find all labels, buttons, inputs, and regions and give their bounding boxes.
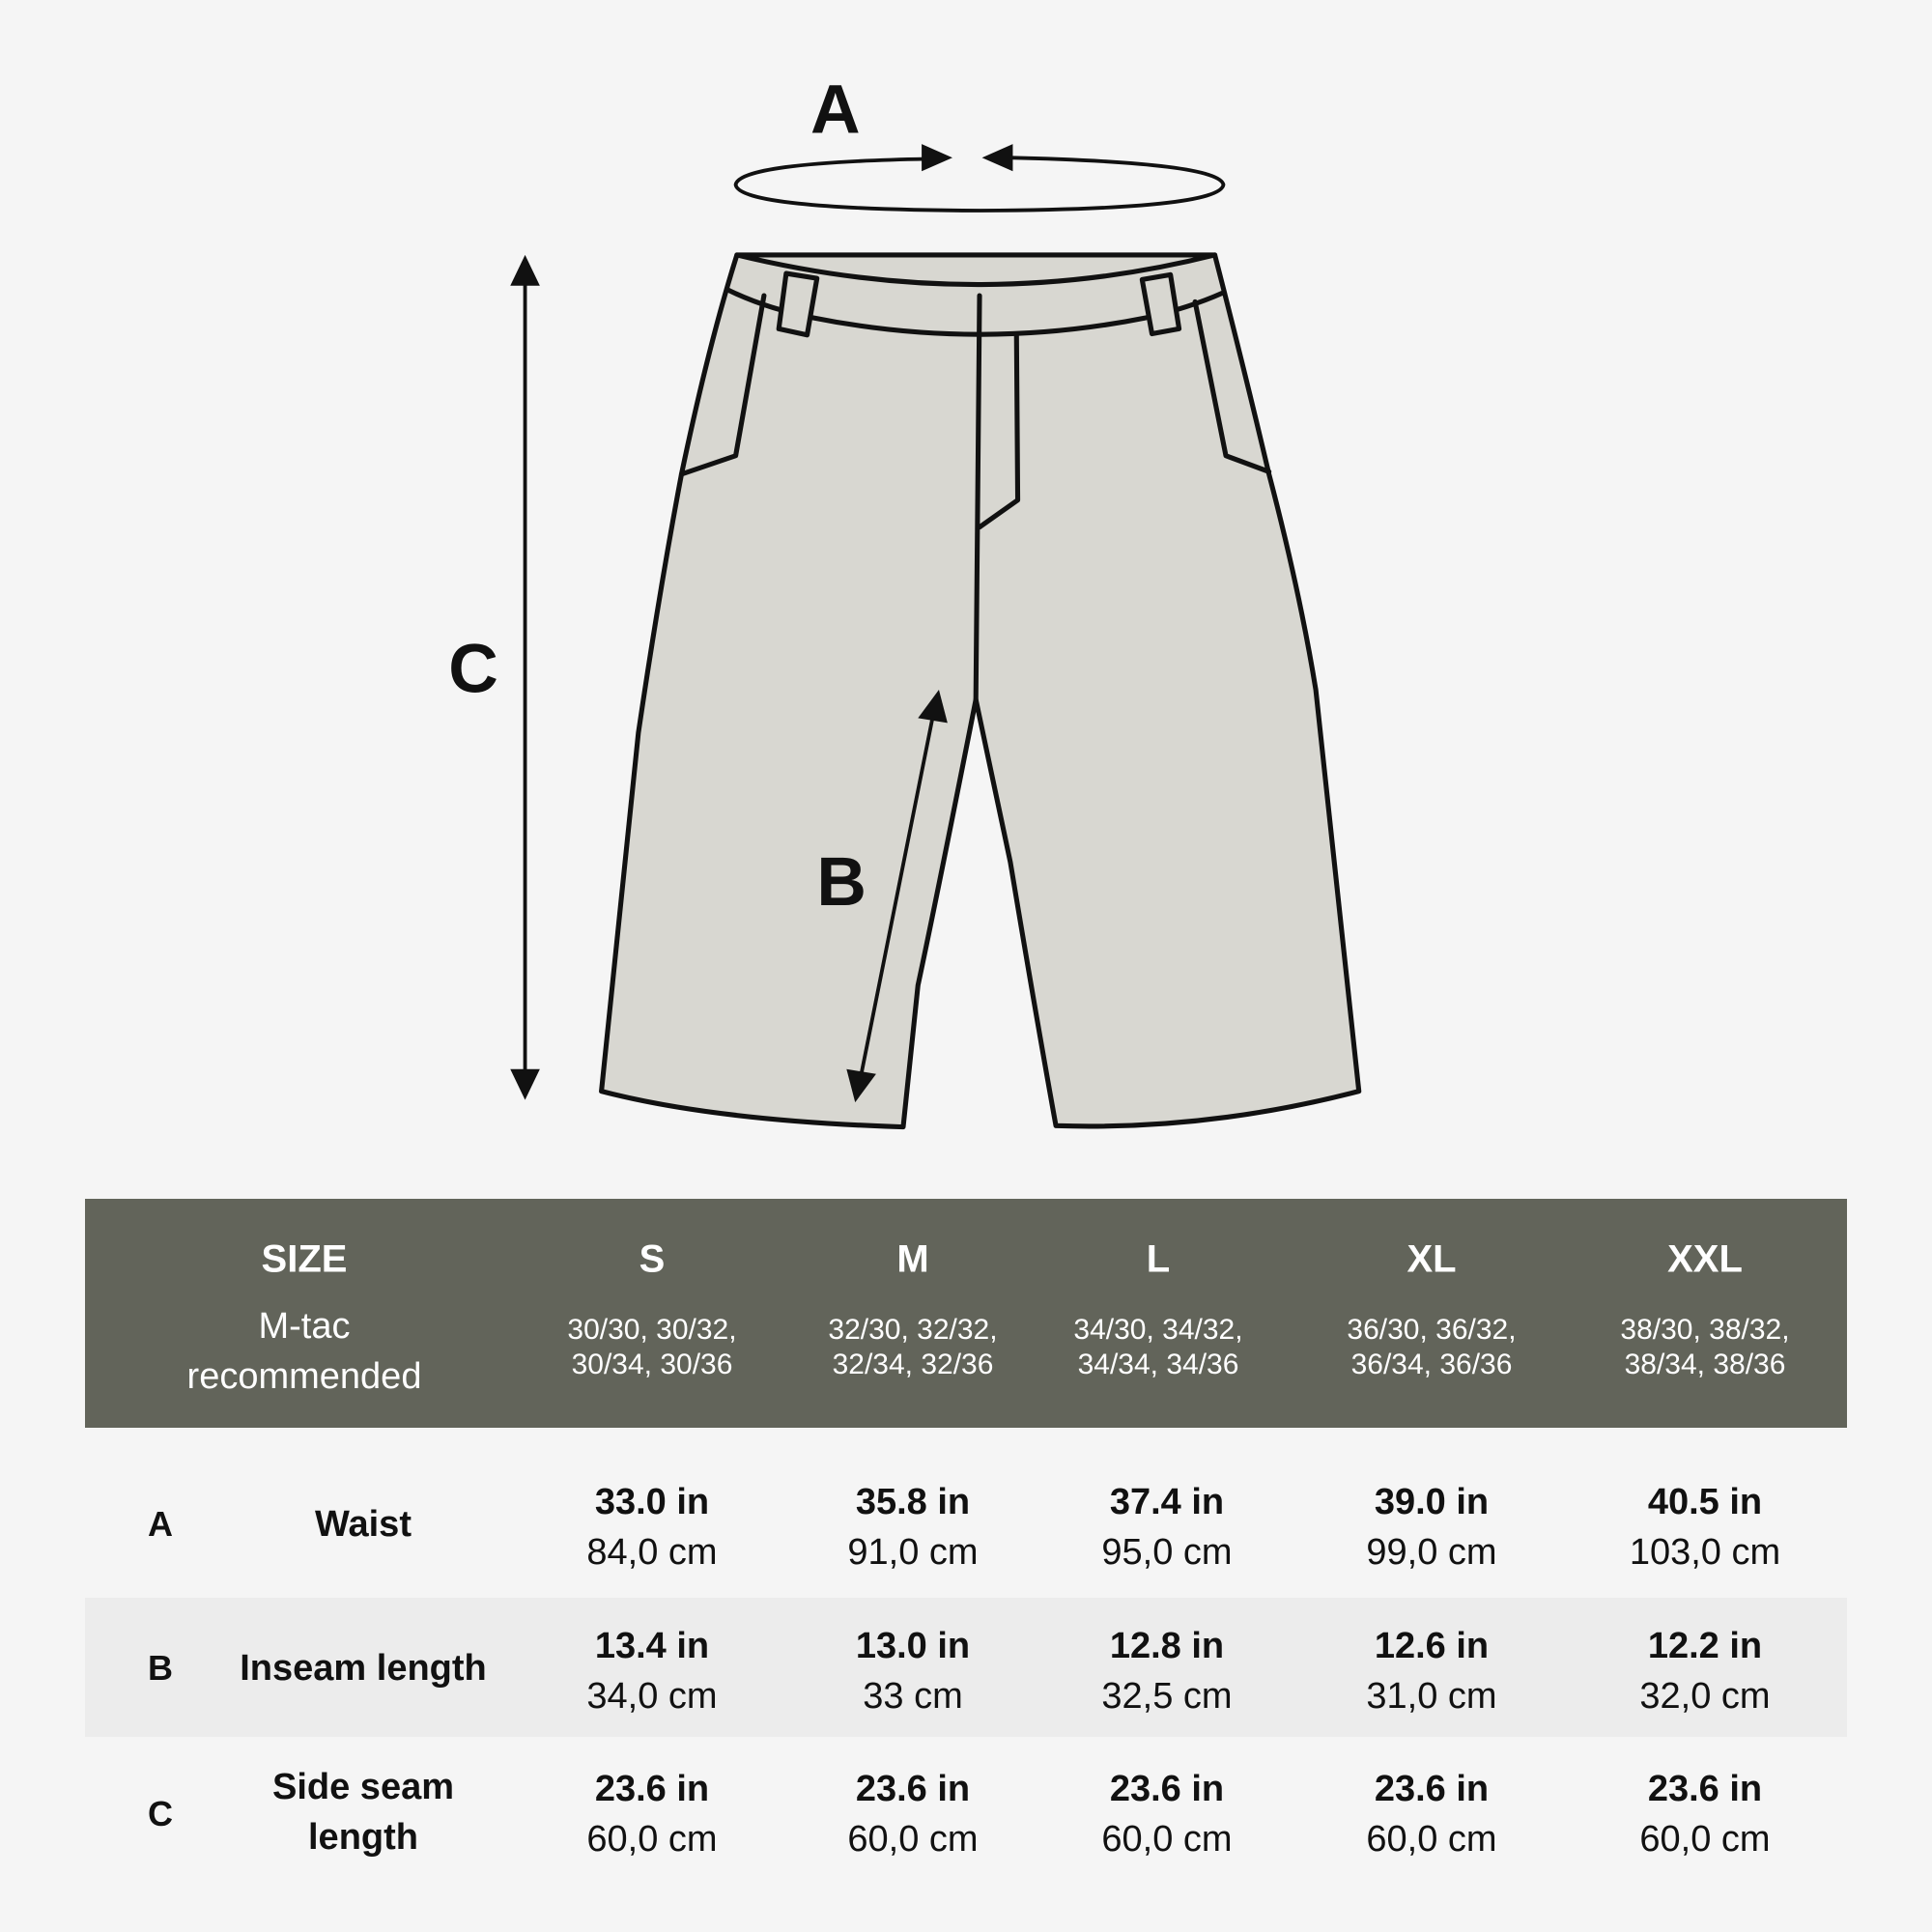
row-letter: A — [148, 1504, 173, 1544]
row-letter: C — [148, 1794, 173, 1833]
arrow-down-icon — [510, 1068, 540, 1100]
rec-xl: 36/30, 36/32, 36/34, 36/36 — [1347, 1314, 1517, 1380]
measure-a: A — [733, 71, 1226, 213]
label-a: A — [810, 71, 861, 149]
rec-xxl: 38/30, 38/32, 38/34, 38/36 — [1620, 1314, 1790, 1380]
table-cell: 23.6 in 60,0 cm — [847, 1769, 979, 1860]
row-name: Waist — [315, 1504, 412, 1545]
size-s: S — [639, 1237, 666, 1281]
table-cell: 23.6 in 60,0 cm — [586, 1769, 718, 1860]
table-cell: 12.8 in 32,5 cm — [1101, 1626, 1233, 1717]
rec-m: 32/30, 32/32, 32/34, 32/36 — [828, 1314, 998, 1380]
label-b: B — [816, 843, 867, 921]
table-cell: 40.5 in 103,0 cm — [1629, 1482, 1781, 1573]
table-cell: 12.6 in 31,0 cm — [1366, 1626, 1497, 1717]
size-l: L — [1146, 1237, 1171, 1281]
rec-s: 30/30, 30/32, 30/34, 30/36 — [567, 1314, 737, 1380]
size-m: M — [896, 1237, 929, 1281]
table-cell: 37.4 in 95,0 cm — [1101, 1482, 1233, 1573]
size-xxl: XXL — [1667, 1237, 1743, 1281]
row-name: Inseam length — [240, 1648, 487, 1689]
table-cell: 33.0 in 84,0 cm — [586, 1482, 718, 1573]
rec-line1: M-tac — [258, 1306, 351, 1347]
arrow-up-icon — [510, 254, 540, 286]
size-table-header — [85, 1199, 1847, 1428]
belt-loop-right — [1139, 271, 1182, 337]
row-letter: B — [148, 1648, 173, 1688]
measure-c: C — [448, 254, 540, 1100]
arrow-left-icon — [981, 144, 1013, 172]
arrow-down-icon — [846, 1068, 876, 1103]
table-cell: 23.6 in 60,0 cm — [1366, 1769, 1497, 1860]
table-cell: 13.0 in 33 cm — [855, 1626, 971, 1717]
pocket-right — [1192, 298, 1272, 474]
label-c: C — [448, 631, 498, 708]
measure-b: B — [816, 690, 948, 1103]
shorts-diagram: A C B — [448, 71, 1362, 1130]
table-cell: 35.8 in 91,0 cm — [847, 1482, 979, 1573]
row-name: Side seam length — [272, 1767, 454, 1858]
size-xl: XL — [1406, 1237, 1457, 1281]
table-cell: 12.2 in 32,0 cm — [1639, 1626, 1771, 1717]
table-cell: 13.4 in 34,0 cm — [586, 1626, 718, 1717]
fly-seam — [973, 293, 1021, 702]
row-b-background — [85, 1598, 1847, 1737]
rec-l: 34/30, 34/32, 34/34, 34/36 — [1073, 1314, 1243, 1380]
rec-line2: recommended — [186, 1356, 422, 1397]
table-cell: 39.0 in 99,0 cm — [1366, 1482, 1497, 1573]
arrow-right-icon — [922, 144, 952, 172]
pocket-left — [678, 293, 767, 477]
table-cell: 23.6 in 60,0 cm — [1101, 1769, 1233, 1860]
arrow-up-icon — [918, 690, 948, 724]
size-heading: SIZE — [261, 1237, 348, 1281]
belt-loop-left — [776, 270, 820, 338]
recommended-heading: M-tac recommended — [187, 1301, 422, 1402]
table-cell: 23.6 in 60,0 cm — [1639, 1769, 1771, 1860]
